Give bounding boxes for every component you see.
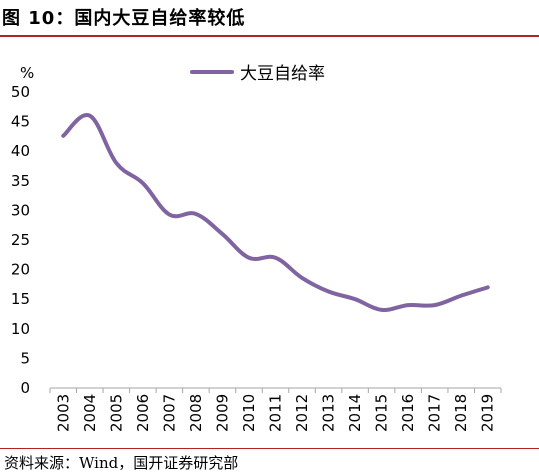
- legend-label: 大豆自给率: [240, 64, 325, 84]
- y-tick-label: 30: [11, 201, 30, 219]
- x-tick-label: 2015: [373, 394, 391, 432]
- y-tick-label: 25: [11, 231, 30, 249]
- y-tick-label: 50: [11, 83, 30, 101]
- x-tick-label: 2007: [160, 394, 178, 432]
- source-rule: [0, 448, 539, 449]
- series-group: [63, 115, 487, 310]
- x-tick-label: 2019: [479, 394, 497, 432]
- x-axis: [50, 388, 501, 393]
- x-tick-label: 2004: [81, 394, 99, 432]
- y-tick-label: 20: [11, 261, 30, 279]
- y-tick-label: 0: [20, 379, 30, 397]
- x-tick-label: 2012: [293, 394, 311, 432]
- y-tick-label: 40: [11, 142, 30, 160]
- y-tick-label: 10: [11, 320, 30, 338]
- x-tick-label: 2003: [54, 394, 72, 432]
- x-tick-label: 2005: [107, 394, 125, 432]
- y-tick-label: 45: [11, 113, 30, 131]
- x-tick-label: 2016: [399, 394, 417, 432]
- y-tick-label: 5: [20, 349, 30, 367]
- x-tick-label: 2006: [134, 394, 152, 432]
- x-axis-ticks: 2003 2004 2005 2006 2007 2008 2009 2010 2011 2012…: [54, 394, 496, 432]
- y-axis-unit-label: %: [20, 64, 34, 82]
- x-tick-label: 2010: [240, 394, 258, 432]
- x-tick-label: 2008: [187, 394, 205, 432]
- x-tick-label: 2018: [452, 394, 470, 432]
- x-tick-label: 2014: [346, 394, 364, 432]
- source-note: 资料来源：Wind，国开证券研究部: [4, 452, 238, 473]
- x-tick-label: 2011: [267, 394, 285, 432]
- legend: 大豆自给率: [192, 64, 325, 84]
- x-tick-label: 2013: [320, 394, 338, 432]
- y-tick-label: 15: [11, 290, 30, 308]
- x-tick-label: 2009: [213, 394, 231, 432]
- x-tick-label: 2017: [426, 394, 444, 432]
- series-line: [63, 115, 487, 310]
- y-tick-label: 35: [11, 172, 30, 190]
- y-axis-ticks: 0 5 10 15 20 25 30 35 40 45 50: [11, 83, 30, 397]
